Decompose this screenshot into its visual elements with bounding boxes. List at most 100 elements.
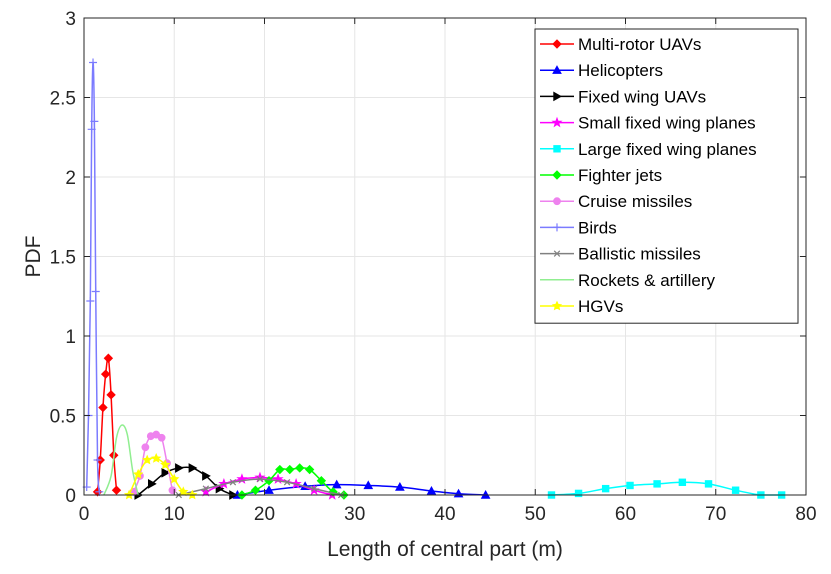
series-line-rockets-artillery <box>103 424 139 496</box>
data-point-marker <box>161 467 171 478</box>
data-point-marker <box>250 485 261 495</box>
data-point-marker <box>90 117 99 126</box>
data-point-marker <box>704 480 713 488</box>
data-point-marker <box>98 402 108 413</box>
legend-label: Rockets & artillery <box>578 271 715 290</box>
legend-label: Birds <box>578 218 617 237</box>
data-point-marker <box>178 486 189 497</box>
data-point-marker <box>552 39 562 49</box>
legend-item: Birds <box>540 218 617 237</box>
data-point-marker <box>200 485 212 497</box>
data-point-marker <box>395 482 405 491</box>
data-point-marker <box>551 300 563 311</box>
data-point-marker <box>316 475 327 486</box>
series-layer <box>82 58 786 500</box>
legend-label: Helicopters <box>578 61 663 80</box>
data-point-marker <box>553 250 561 257</box>
legend-label: HGVs <box>578 297 623 316</box>
data-point-marker <box>285 464 295 475</box>
data-point-marker <box>553 223 561 232</box>
data-point-marker <box>363 480 374 490</box>
data-point-marker <box>426 485 437 495</box>
series-line-large-fixed-wing-planes <box>551 481 782 496</box>
data-point-marker <box>103 353 114 363</box>
data-point-marker <box>678 478 687 486</box>
y-tick-label: 2.5 <box>50 89 76 110</box>
data-point-marker <box>294 463 305 473</box>
data-point-marker <box>601 484 610 493</box>
data-point-marker <box>653 480 661 488</box>
legend-box <box>534 28 799 324</box>
y-axis-title: PDF <box>22 236 45 278</box>
data-point-marker <box>168 486 177 495</box>
data-point-marker <box>574 489 583 498</box>
data-point-marker <box>147 479 157 489</box>
data-point-marker <box>331 479 342 489</box>
data-point-marker <box>626 481 634 490</box>
x-tick-label: 80 <box>795 504 816 525</box>
data-point-marker <box>202 471 211 481</box>
legend-item: Rockets & artillery <box>540 271 715 290</box>
data-point-marker <box>151 453 162 463</box>
y-tick-label: 1 <box>65 327 76 348</box>
x-axis-title: Length of central part (m) <box>327 538 563 561</box>
series-rockets-artillery <box>103 424 139 496</box>
data-point-marker <box>142 454 153 465</box>
data-point-marker <box>304 464 315 475</box>
x-tick-label: 50 <box>525 504 546 525</box>
legend-item: Ballistic missiles <box>540 245 701 264</box>
data-point-marker <box>256 475 264 483</box>
data-point-marker <box>551 116 563 128</box>
x-tick-label: 30 <box>344 504 365 525</box>
data-point-marker <box>91 287 100 296</box>
y-tick-label: 0.5 <box>50 407 76 428</box>
data-point-marker <box>169 473 180 484</box>
legend-item: Large fixed wing planes <box>540 140 757 159</box>
x-tick-label: 60 <box>615 504 636 525</box>
legend-label: Ballistic missiles <box>578 245 701 264</box>
data-point-marker <box>175 463 184 473</box>
data-point-marker <box>157 433 166 442</box>
data-point-marker <box>553 197 561 206</box>
data-point-marker <box>283 479 291 486</box>
data-point-marker <box>106 390 116 400</box>
series-ballistic-missiles <box>175 475 345 499</box>
legend-item: Fighter jets <box>540 166 662 185</box>
data-point-marker <box>310 485 318 492</box>
legend-item: Small fixed wing planes <box>540 114 756 133</box>
series-line-fighter-jets <box>241 467 345 496</box>
legend-item: HGVs <box>540 297 623 316</box>
data-point-marker <box>86 297 95 306</box>
x-tick-label: 40 <box>434 504 455 525</box>
data-point-marker <box>264 485 274 494</box>
data-point-marker <box>553 91 563 102</box>
legend-item: Cruise missiles <box>540 192 692 211</box>
legend-item: Fixed wing UAVs <box>540 87 706 106</box>
legend-label: Fixed wing UAVs <box>578 87 706 106</box>
data-point-marker <box>133 468 144 479</box>
data-point-marker <box>95 487 104 496</box>
x-tick-label: 10 <box>164 504 185 525</box>
data-point-marker <box>552 65 562 74</box>
y-tick-label: 0 <box>65 486 76 507</box>
data-point-marker <box>731 486 740 494</box>
axis-ticks: 0 10 20 30 40 50 60 70 80 0 0.5 1 1.5 2 2.5 3 <box>50 9 817 525</box>
data-point-marker <box>160 459 171 470</box>
legend-label: Fighter jets <box>578 166 662 185</box>
legend-item: Multi-rotor UAVs <box>540 35 701 54</box>
x-tick-label: 70 <box>705 504 726 525</box>
data-point-marker <box>89 58 98 67</box>
data-point-marker <box>229 479 237 486</box>
legend-label: Large fixed wing planes <box>578 140 757 159</box>
data-point-marker <box>141 443 150 452</box>
data-point-marker <box>275 464 285 475</box>
series-fighter-jets <box>237 463 349 500</box>
y-tick-label: 2 <box>65 168 76 189</box>
y-tick-label: 3 <box>65 9 76 30</box>
x-tick-label: 0 <box>79 504 90 525</box>
series-birds <box>82 58 104 496</box>
y-tick-label: 1.5 <box>50 248 76 269</box>
legend-label: Small fixed wing planes <box>578 114 756 133</box>
data-point-marker <box>93 456 102 465</box>
